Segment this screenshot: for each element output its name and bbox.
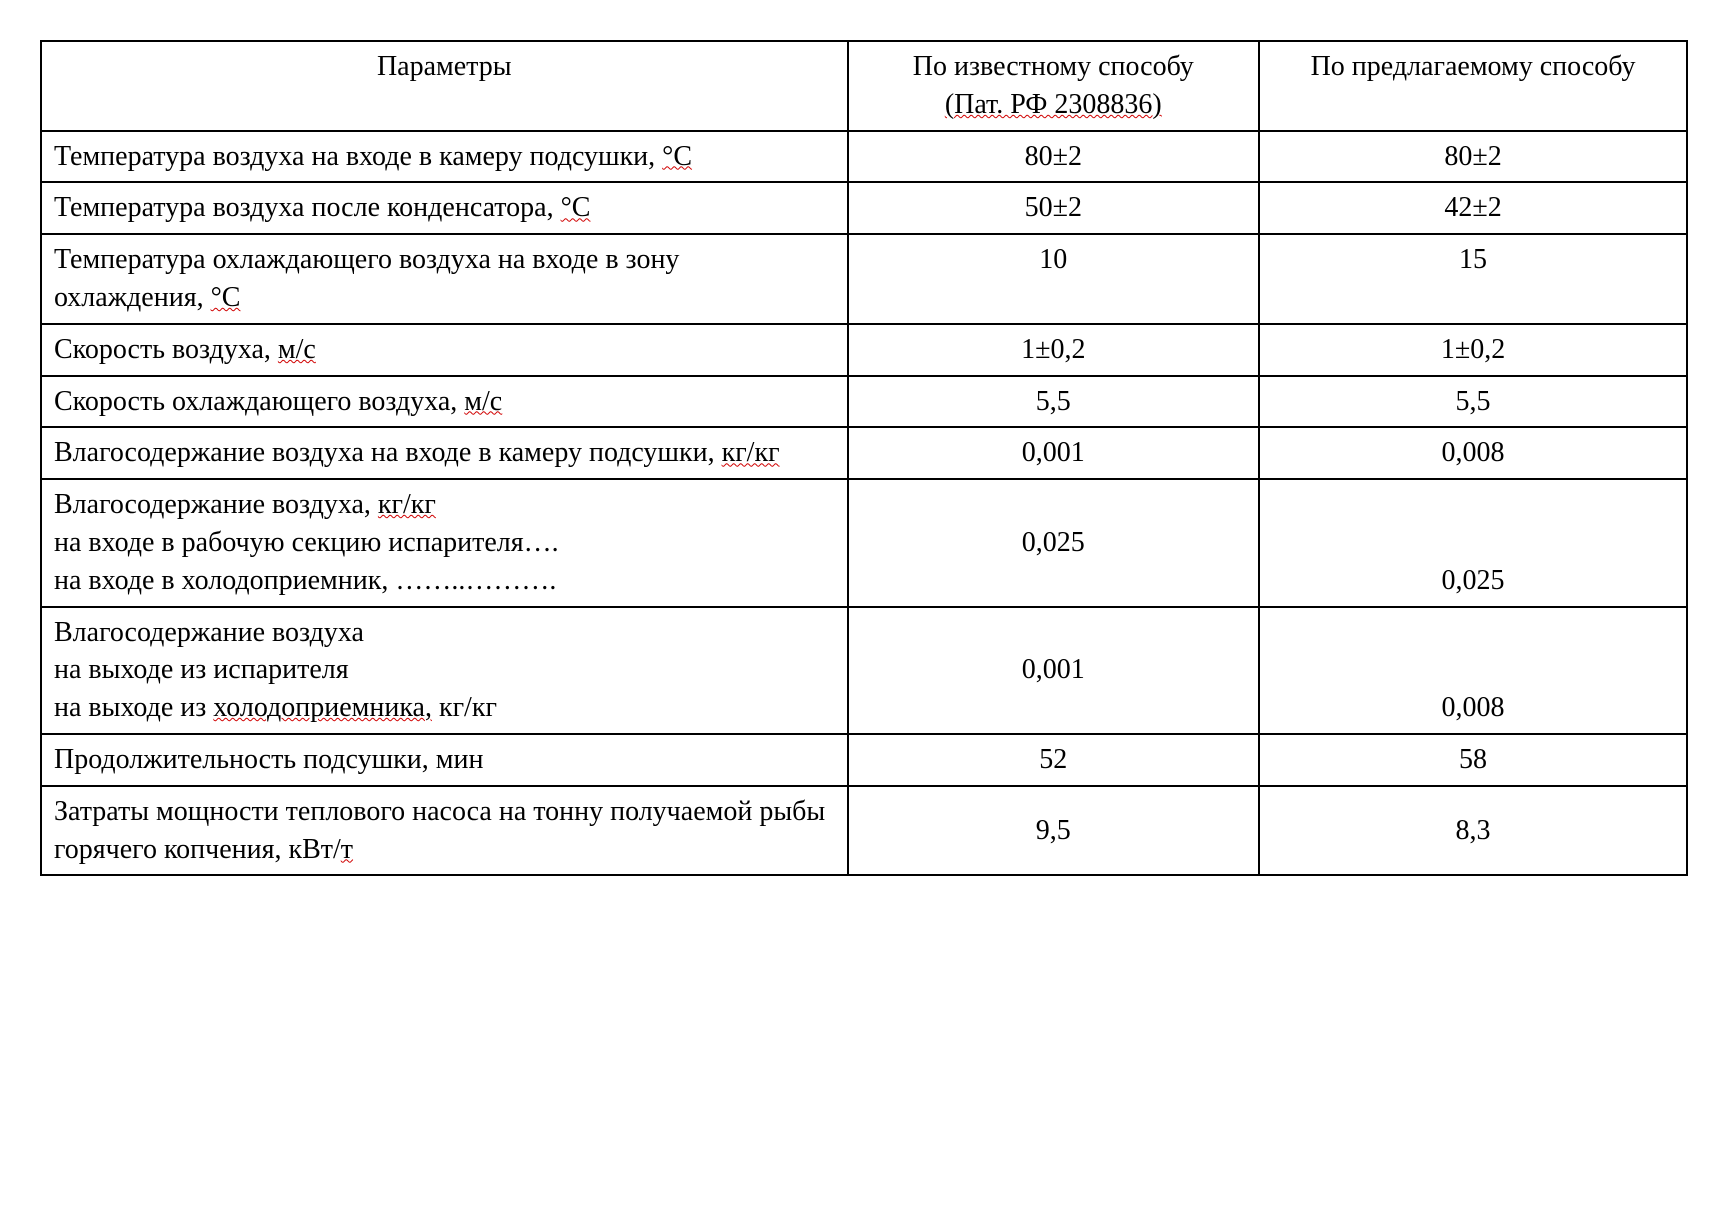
param-text: Температура охлаждающего воздуха на вход… [54, 244, 679, 313]
param-line1-unit: кг/кг [378, 489, 436, 520]
param-line1-text: Влагосодержание воздуха, [54, 489, 378, 520]
col-header-proposed-method: По предлагаемому способу [1259, 41, 1687, 131]
proposed-value: 58 [1259, 734, 1687, 786]
param-cell: Влагосодержание воздуха, кг/кг на входе … [41, 479, 848, 606]
table-row: Температура охлаждающего воздуха на вход… [41, 234, 1687, 324]
known-value: 5,5 [848, 376, 1260, 428]
param-cell: Температура воздуха после конденсатора, … [41, 182, 848, 234]
known-value: 0,001 [848, 427, 1260, 479]
param-line1: Влагосодержание воздуха [54, 617, 364, 648]
param-text: Затраты мощности теплового насоса на тон… [54, 796, 825, 865]
param-cell: Скорость охлаждающего воздуха, м/с [41, 376, 848, 428]
known-value: 0,001 [848, 607, 1260, 734]
table-header-row: Параметры По известному способу (Пат. РФ… [41, 41, 1687, 131]
known-value: 1±0,2 [848, 324, 1260, 376]
table-row: Скорость охлаждающего воздуха, м/с 5,5 5… [41, 376, 1687, 428]
param-unit: т [341, 834, 353, 865]
table-row: Влагосодержание воздуха на входе в камер… [41, 427, 1687, 479]
param-cell: Продолжительность подсушки, мин [41, 734, 848, 786]
table-row: Влагосодержание воздуха, кг/кг на входе … [41, 479, 1687, 606]
proposed-value: 80±2 [1259, 131, 1687, 183]
param-text: Температура воздуха после конденсатора, [54, 192, 561, 223]
col-header-known-line1: По известному способу [913, 51, 1194, 82]
table-row: Скорость воздуха, м/с 1±0,2 1±0,2 [41, 324, 1687, 376]
param-text: Скорость охлаждающего воздуха, [54, 386, 464, 417]
param-unit: м/с [464, 386, 502, 417]
param-unit: °С [211, 282, 241, 313]
param-cell: Затраты мощности теплового насоса на тон… [41, 786, 848, 876]
param-line3-pre: на выходе из [54, 692, 213, 723]
param-cell: Температура воздуха на входе в камеру по… [41, 131, 848, 183]
proposed-value: 0,025 [1259, 479, 1687, 606]
param-unit: м/с [278, 334, 316, 365]
known-value: 0,025 [848, 479, 1260, 606]
param-unit: кг/кг [722, 437, 780, 468]
param-unit: °С [662, 141, 692, 172]
proposed-value: 15 [1259, 234, 1687, 324]
proposed-value: 8,3 [1259, 786, 1687, 876]
proposed-value: 0,008 [1259, 427, 1687, 479]
param-line2: на выходе из испарителя [54, 654, 349, 685]
table-row: Температура воздуха на входе в камеру по… [41, 131, 1687, 183]
known-value: 80±2 [848, 131, 1260, 183]
proposed-value: 0,008 [1259, 607, 1687, 734]
table-row: Продолжительность подсушки, мин 52 58 [41, 734, 1687, 786]
param-text: Продолжительность подсушки, мин [54, 744, 483, 775]
known-value: 50±2 [848, 182, 1260, 234]
param-cell: Температура охлаждающего воздуха на вход… [41, 234, 848, 324]
known-value: 9,5 [848, 786, 1260, 876]
param-text: Скорость воздуха, [54, 334, 278, 365]
comparison-table: Параметры По известному способу (Пат. РФ… [40, 40, 1688, 876]
param-line3-unit: холодоприемника, [213, 692, 432, 723]
known-value: 52 [848, 734, 1260, 786]
param-text: Влагосодержание воздуха на входе в камер… [54, 437, 722, 468]
proposed-value: 42±2 [1259, 182, 1687, 234]
param-unit: °С [561, 192, 591, 223]
param-line2: на входе в рабочую секцию испарителя…. [54, 527, 559, 558]
param-cell: Влагосодержание воздуха на входе в камер… [41, 427, 848, 479]
param-cell: Влагосодержание воздуха на выходе из исп… [41, 607, 848, 734]
param-line3: на входе в холодоприемник, ……..………. [54, 565, 556, 596]
proposed-value: 5,5 [1259, 376, 1687, 428]
param-line3-post: кг/кг [432, 692, 497, 723]
col-header-known-line2: (Пат. РФ 2308836) [945, 89, 1162, 120]
table-row: Влагосодержание воздуха на выходе из исп… [41, 607, 1687, 734]
param-cell: Скорость воздуха, м/с [41, 324, 848, 376]
col-header-known-method: По известному способу (Пат. РФ 2308836) [848, 41, 1260, 131]
known-value: 10 [848, 234, 1260, 324]
proposed-value: 1±0,2 [1259, 324, 1687, 376]
table-row: Затраты мощности теплового насоса на тон… [41, 786, 1687, 876]
param-text: Температура воздуха на входе в камеру по… [54, 141, 662, 172]
table-row: Температура воздуха после конденсатора, … [41, 182, 1687, 234]
col-header-parameters: Параметры [41, 41, 848, 131]
